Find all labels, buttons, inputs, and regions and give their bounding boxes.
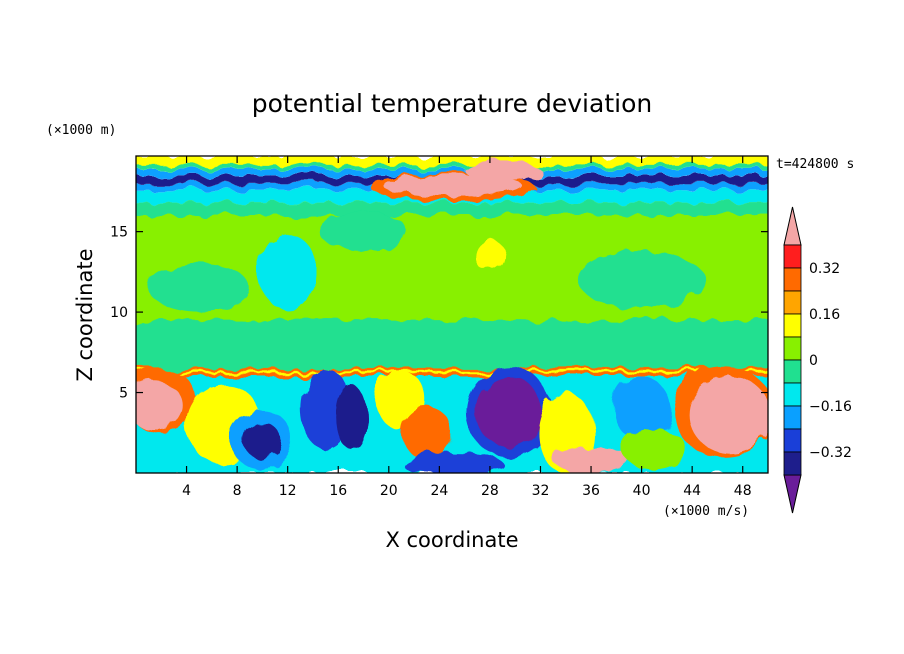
colorbar-box bbox=[783, 359, 802, 384]
cyan-patch-mid bbox=[259, 233, 316, 311]
right-blue-lobe bbox=[613, 376, 670, 441]
colorbar-box bbox=[783, 267, 802, 292]
bottom-warm-patch bbox=[553, 447, 629, 473]
green-patch-upper bbox=[319, 212, 408, 251]
x-tick-label: 12 bbox=[279, 483, 297, 499]
colorbar-box bbox=[783, 244, 802, 269]
colorbar-tick-label: −0.32 bbox=[809, 445, 852, 461]
colorbar-tick-label: 0.16 bbox=[809, 307, 840, 323]
colorbar-box bbox=[783, 336, 802, 361]
inversion-yellow bbox=[136, 370, 768, 374]
time-label: t=424800 s bbox=[776, 157, 854, 172]
bottom-blue-patch bbox=[401, 452, 503, 473]
chart-title: potential temperature deviation bbox=[252, 89, 652, 118]
y-tick-label: 10 bbox=[110, 305, 128, 321]
y-axis-label: Z coordinate bbox=[73, 248, 97, 381]
right-green-lobe bbox=[622, 427, 686, 470]
x-tick-label: 48 bbox=[734, 483, 752, 499]
x-tick-label: 24 bbox=[430, 483, 448, 499]
x-axis-label: X coordinate bbox=[385, 528, 518, 552]
x-axis: 4 8 12 16 20 24 28 32 36 40 44 48 bbox=[182, 156, 752, 499]
colorbar: 0.32 0.16 0 −0.16 −0.32 bbox=[783, 206, 852, 514]
y-unit-label: (×1000 m) bbox=[46, 123, 116, 138]
colorbar-tick-label: 0 bbox=[809, 353, 818, 369]
colorbar-min-arrow bbox=[783, 474, 802, 514]
mid-orange-lobe bbox=[401, 407, 452, 459]
lower-mid-layer bbox=[136, 320, 768, 369]
left-cold-core bbox=[243, 423, 282, 459]
yellow-patch-mid bbox=[474, 239, 506, 272]
plot-area bbox=[136, 156, 768, 473]
colorbar-tick-label: −0.16 bbox=[809, 399, 852, 415]
colorbar-box bbox=[783, 382, 802, 407]
warm-anomaly-aloft bbox=[382, 173, 522, 197]
x-tick-label: 8 bbox=[233, 483, 242, 499]
y-axis: 5 10 15 bbox=[110, 225, 768, 402]
left-warm-core bbox=[136, 381, 183, 430]
y-tick-label: 5 bbox=[119, 386, 128, 402]
stratosphere-blue-band bbox=[136, 168, 768, 176]
stratosphere-yellow bbox=[136, 156, 768, 165]
colorbar-box bbox=[783, 451, 802, 476]
x-tick-label: 44 bbox=[683, 483, 701, 499]
x-tick-label: 28 bbox=[481, 483, 499, 499]
cold-core bbox=[476, 376, 542, 448]
x-tick-label: 20 bbox=[380, 483, 398, 499]
plot-frame bbox=[135, 155, 769, 474]
x-tick-label: 4 bbox=[182, 483, 191, 499]
right-warm-core bbox=[689, 376, 768, 454]
y-tick-label: 15 bbox=[110, 225, 128, 241]
mid-dark-column bbox=[335, 384, 367, 449]
colorbar-tick-label: 0.32 bbox=[809, 261, 840, 277]
x-tick-label: 16 bbox=[329, 483, 347, 499]
colorbar-box bbox=[783, 428, 802, 453]
colorbar-box bbox=[783, 405, 802, 430]
colorbar-box bbox=[783, 290, 802, 315]
colorbar-box bbox=[783, 313, 802, 338]
x-tick-label: 40 bbox=[633, 483, 651, 499]
warm-anomaly-aloft-top bbox=[464, 160, 541, 181]
x-unit-label: (×1000 m/s) bbox=[663, 504, 749, 519]
colorbar-max-arrow bbox=[783, 206, 802, 246]
x-tick-label: 32 bbox=[532, 483, 550, 499]
x-tick-label: 36 bbox=[582, 483, 600, 499]
green-patch-right bbox=[578, 250, 705, 309]
green-patch-left bbox=[148, 263, 250, 313]
upper-transition bbox=[136, 202, 768, 216]
